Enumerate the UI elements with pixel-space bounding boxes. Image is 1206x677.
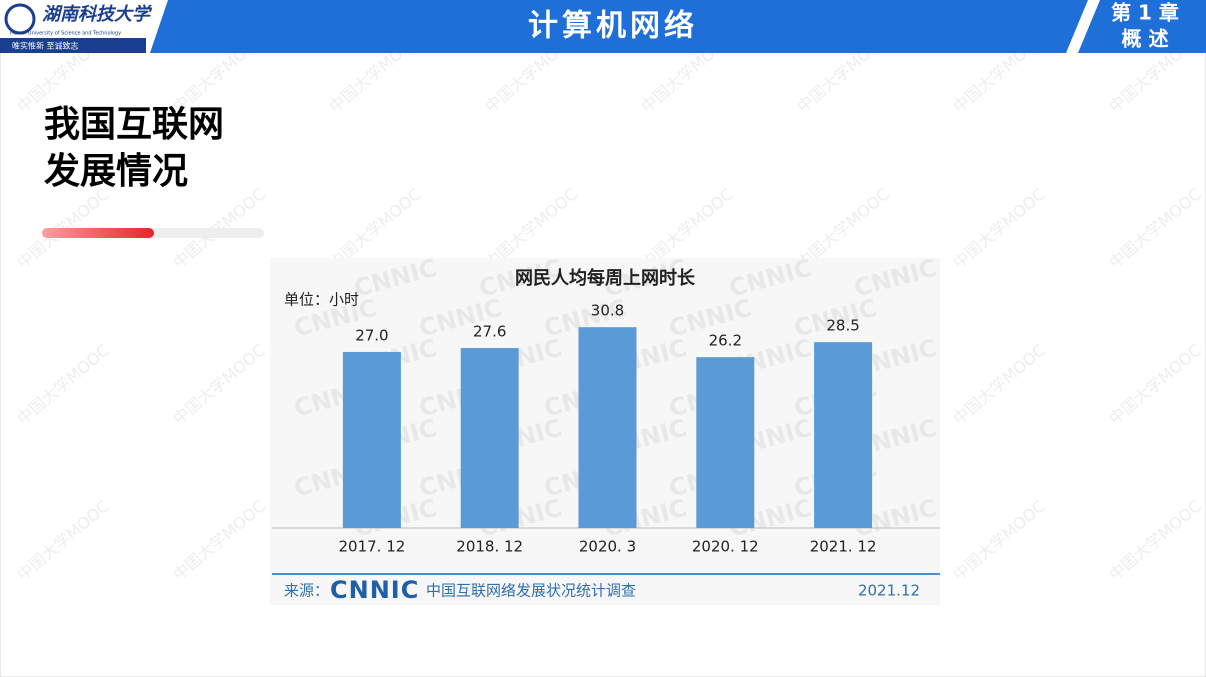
course-title: 计算机网络 — [528, 9, 698, 44]
bar — [696, 357, 755, 528]
value-label: 27.0 — [355, 326, 388, 344]
source-prefix: 来源： — [284, 582, 329, 600]
chapter-number: 第 1 章 — [1111, 1, 1179, 25]
value-label: 26.2 — [709, 332, 742, 350]
bar — [460, 348, 519, 528]
x-tick-label: 2017. 12 — [339, 538, 406, 556]
x-tick-label: 2020. 3 — [579, 538, 636, 556]
value-label: 27.6 — [473, 323, 506, 341]
slide-heading: 我国互联网 — [44, 104, 224, 145]
bar — [578, 327, 637, 528]
source-text: 中国互联网络发展状况统计调查 — [426, 582, 636, 600]
source-logo: CNNIC — [330, 576, 419, 604]
school-motto: 唯实惟新 至诚致志 — [12, 41, 79, 51]
x-tick-label: 2021. 12 — [810, 538, 877, 556]
value-label: 28.5 — [826, 317, 859, 335]
chart: CNNICCNNICCNNICCNNICCNNICCNNICCNNICCNNIC… — [270, 254, 940, 605]
chapter-title: 概 述 — [1122, 27, 1169, 51]
source-date: 2021.12 — [858, 582, 920, 600]
bar — [342, 351, 401, 528]
value-label: 30.8 — [591, 302, 624, 320]
unit-label: 单位：小时 — [284, 291, 359, 309]
school-name-en: Hunan University of Science and Technolo… — [10, 31, 121, 37]
header-divider — [1066, 0, 1100, 53]
bar — [814, 342, 873, 528]
slide-heading: 发展情况 — [44, 151, 188, 192]
x-tick-label: 2018. 12 — [456, 538, 523, 556]
school-name: 湖南科技大学 — [42, 4, 153, 24]
progress-fill — [42, 228, 154, 238]
chart-title: 网民人均每周上网时长 — [515, 267, 696, 289]
school-emblem — [4, 3, 36, 35]
x-tick-label: 2020. 12 — [692, 538, 759, 556]
motto-band — [0, 38, 146, 53]
header-bar — [0, 0, 1206, 53]
